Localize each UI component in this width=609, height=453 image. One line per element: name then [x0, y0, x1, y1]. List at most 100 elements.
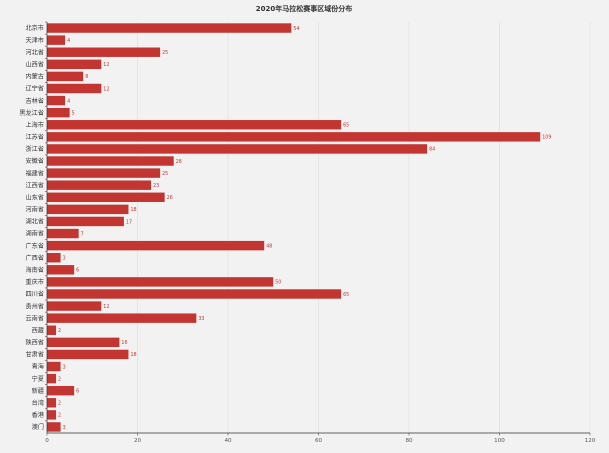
- y-axis-labels: 北京市天津市河北省山西省内蒙古辽宁省吉林省黑龙江省上海市江苏省浙江省安徽省福建省…: [19, 24, 45, 431]
- y-tick-label: 江西省: [25, 181, 44, 189]
- data-label: 17: [126, 219, 132, 225]
- bar: [47, 277, 274, 287]
- bar: [47, 216, 124, 227]
- y-tick-label: 浙江省: [25, 145, 44, 153]
- bar: [47, 59, 102, 70]
- data-label: 54: [293, 26, 299, 32]
- data-label: 7: [81, 231, 84, 237]
- data-label: 5: [72, 110, 75, 116]
- y-tick-label: 宁夏: [32, 375, 44, 383]
- y-tick-label: 内蒙古: [25, 73, 44, 81]
- x-axis-labels: 0 20 40 60 80 100 120: [45, 438, 596, 444]
- data-label: 18: [130, 207, 136, 213]
- y-tick-label: 湖北省: [25, 218, 44, 226]
- bar: [47, 228, 79, 239]
- data-label: 25: [162, 50, 168, 56]
- y-tick-label: 河南省: [25, 206, 44, 214]
- y-tick-label: 香港: [32, 411, 45, 419]
- y-tick-label: 上海市: [25, 121, 44, 129]
- y-tick-label: 西藏: [32, 326, 44, 334]
- data-label: 50: [275, 280, 281, 286]
- y-tick-label: 湖南省: [25, 230, 44, 238]
- y-tick-label: 河北省: [25, 48, 44, 56]
- y-tick-label: 安徽省: [25, 157, 44, 165]
- bar: [47, 107, 70, 118]
- data-label: 25: [162, 171, 168, 177]
- y-tick-label: 天津市: [25, 36, 44, 44]
- data-label: 84: [429, 147, 435, 153]
- bar: [47, 95, 66, 106]
- bars: [47, 23, 541, 432]
- chart-title: 2020年马拉松赛事区域份分布: [256, 4, 352, 13]
- y-tick-label: 台湾: [32, 399, 44, 407]
- x-tick-label: 120: [585, 438, 596, 444]
- grid-lines: [137, 22, 591, 433]
- y-tick-label: 福建省: [25, 169, 44, 177]
- bar: [47, 192, 165, 202]
- data-label: 65: [343, 123, 349, 129]
- data-label: 8: [85, 74, 88, 80]
- data-label: 18: [130, 352, 136, 358]
- bar: [47, 361, 61, 372]
- bar: [47, 422, 61, 432]
- bar: [47, 144, 428, 154]
- data-label: 3: [63, 256, 66, 262]
- bar: [47, 47, 161, 57]
- bar: [47, 35, 66, 45]
- data-label: 3: [63, 425, 66, 431]
- y-tick-label: 重庆市: [25, 278, 44, 286]
- x-tick-label: 80: [405, 438, 413, 444]
- data-label: 2: [58, 376, 61, 382]
- x-tick-label: 20: [134, 438, 142, 444]
- data-label: 2: [58, 328, 61, 334]
- data-label: 65: [343, 292, 349, 298]
- y-tick-label: 辽宁省: [25, 85, 44, 93]
- y-tick-label: 广东省: [25, 242, 44, 250]
- bar: [47, 71, 84, 82]
- bar: [47, 398, 57, 408]
- data-label: 3: [63, 364, 66, 370]
- bar: [47, 253, 61, 263]
- y-tick-label: 新疆: [32, 387, 44, 395]
- x-tick-label: 100: [494, 438, 505, 444]
- y-tick-label: 四川省: [25, 290, 44, 298]
- y-tick-label: 青海: [32, 363, 44, 371]
- bar: [47, 204, 129, 215]
- data-label: 109: [542, 135, 551, 141]
- bar: [47, 180, 152, 190]
- y-tick-label: 云南省: [25, 314, 44, 322]
- data-label: 4: [67, 38, 70, 44]
- y-tick-label: 吉林省: [25, 97, 44, 105]
- data-label: 12: [103, 86, 109, 92]
- data-label: 16: [121, 340, 127, 346]
- y-tick-label: 黑龙江省: [19, 109, 44, 117]
- y-tick-label: 广西省: [25, 254, 44, 262]
- data-label: 28: [176, 159, 182, 165]
- bar: [47, 265, 75, 275]
- axes: [45, 21, 591, 436]
- data-label: 2: [58, 413, 61, 419]
- y-tick-label: 贵州省: [25, 302, 44, 310]
- y-tick-label: 陕西省: [25, 339, 44, 347]
- x-tick-label: 40: [224, 438, 232, 444]
- data-label: 23: [153, 183, 159, 189]
- data-label: 12: [103, 62, 109, 68]
- data-label: 33: [198, 316, 204, 322]
- y-tick-label: 山西省: [25, 61, 44, 69]
- bar: [47, 385, 75, 396]
- x-tick-label: 0: [45, 438, 49, 444]
- data-label: 4: [67, 98, 70, 104]
- y-tick-label: 北京市: [25, 24, 44, 32]
- data-label: 12: [103, 304, 109, 310]
- data-labels: 5442512812456510984282523261817748365065…: [58, 26, 551, 431]
- bar: [47, 325, 57, 335]
- y-tick-label: 甘肃省: [25, 351, 44, 359]
- data-label: 6: [76, 388, 79, 394]
- bar: [47, 132, 541, 142]
- y-tick-label: 澳门: [32, 423, 44, 431]
- y-tick-label: 江苏省: [25, 133, 44, 141]
- bar: [47, 410, 57, 420]
- bar: [47, 349, 129, 360]
